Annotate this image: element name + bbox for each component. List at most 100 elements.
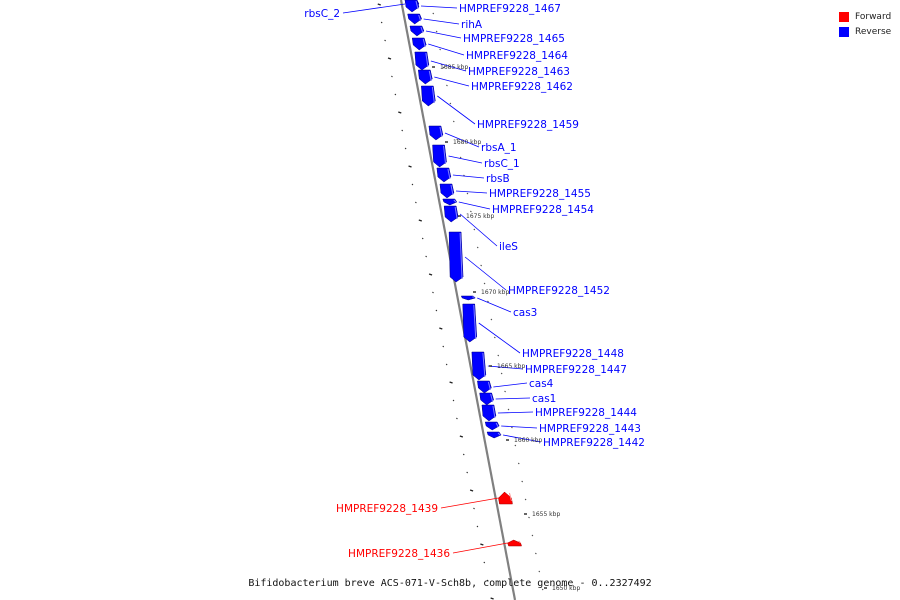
gene-label-hmpref9228-1443[interactable]: HMPREF9228_1443 xyxy=(539,423,641,435)
gene-arrow-cas1[interactable] xyxy=(479,392,494,406)
gene-label-hmpref9228-1436[interactable]: HMPREF9228_1436 xyxy=(348,548,450,560)
kbp-markers: 1685 kbp 1680 kbp 1675 kbp 1670 kbp 1665 kbp… xyxy=(432,64,580,592)
label-connector xyxy=(448,155,483,164)
label-connector xyxy=(452,542,508,554)
track-tick xyxy=(511,426,513,429)
track-tick xyxy=(466,192,469,195)
gene-arrow-riha[interactable] xyxy=(407,13,422,25)
gene-arrow-hmpref9228-1444[interactable] xyxy=(481,404,497,422)
track-tick xyxy=(432,12,435,15)
label-connector xyxy=(452,174,485,179)
gene-arrow-hmpref9228-1463[interactable] xyxy=(414,51,430,71)
backbone-ticks xyxy=(377,3,544,600)
track-tick xyxy=(439,327,443,330)
gene-label-hmpref9228-1442[interactable]: HMPREF9228_1442 xyxy=(543,437,645,449)
gene-arrow-hmpref9228-1448[interactable] xyxy=(462,303,478,343)
strand-legend: Forward Reverse xyxy=(839,9,891,39)
gene-shade xyxy=(492,405,496,419)
gene-arrow-hmpref9228-1443[interactable] xyxy=(484,421,500,431)
label-connector xyxy=(459,213,498,247)
label-connector xyxy=(503,434,542,443)
gene-label-hmpref9228-1448[interactable]: HMPREF9228_1448 xyxy=(522,348,624,360)
gene-arrow-hmpref9228-1455[interactable] xyxy=(439,183,455,199)
label-connector xyxy=(420,5,458,9)
gene-arrow-rbsa-1[interactable] xyxy=(428,125,444,141)
label-connector xyxy=(430,60,467,72)
gene-arrow-hmpref9228-1447[interactable] xyxy=(471,351,487,381)
gene-label-hmpref9228-1463[interactable]: HMPREF9228_1463 xyxy=(468,66,570,78)
track-tick xyxy=(415,201,417,204)
gene-arrow-rbsc-1[interactable] xyxy=(432,144,447,168)
label-connector xyxy=(487,365,524,370)
track-tick xyxy=(456,138,459,141)
gene-label-rbsb[interactable]: rbsB xyxy=(486,173,510,185)
gene-label-rbsc-1[interactable]: rbsC_1 xyxy=(484,158,520,170)
gene-arrow-iles[interactable] xyxy=(443,205,459,223)
track-tick xyxy=(541,588,544,591)
gene-label-hmpref9228-1462[interactable]: HMPREF9228_1462 xyxy=(471,81,573,93)
track-tick xyxy=(493,336,496,339)
track-tick xyxy=(387,57,392,60)
gene-shade xyxy=(447,168,451,180)
gene-arrow-hmpref9228-1464[interactable] xyxy=(411,37,427,51)
gene-shade xyxy=(453,199,457,203)
gene-label-hmpref9228-1439[interactable]: HMPREF9228_1439 xyxy=(336,503,438,515)
gene-arrow-cas3[interactable] xyxy=(460,295,476,301)
gene-label-hmpref9228-1464[interactable]: HMPREF9228_1464 xyxy=(466,50,568,62)
gene-arrow-hmpref9228-1436[interactable] xyxy=(507,539,522,547)
track-tick xyxy=(449,102,452,105)
track-tick xyxy=(462,453,465,456)
track-tick xyxy=(497,354,500,357)
gene-shade xyxy=(439,126,443,138)
gene-shade xyxy=(415,0,419,10)
track-tick xyxy=(490,597,494,600)
gene-label-rbsc-2[interactable]: rbsC_2 xyxy=(304,8,340,20)
gene-label-cas1[interactable]: cas1 xyxy=(532,393,556,405)
track-tick xyxy=(473,507,475,510)
gene-label-hmpref9228-1465[interactable]: HMPREF9228_1465 xyxy=(463,33,565,45)
gene-label-hmpref9228-1452[interactable]: HMPREF9228_1452 xyxy=(508,285,610,297)
track-tick xyxy=(445,363,448,366)
gene-arrow-cas4[interactable] xyxy=(477,380,492,394)
track-tick xyxy=(435,30,438,33)
kbp-label: 1680 kbp xyxy=(453,139,481,146)
gene-arrow-rbsb[interactable] xyxy=(436,167,452,183)
label-connector xyxy=(478,322,521,354)
label-connector xyxy=(477,297,512,313)
label-connector xyxy=(428,43,465,56)
label-connector xyxy=(501,425,538,429)
track-tick xyxy=(398,111,402,114)
gene-arrow-hmpref9228-1459[interactable] xyxy=(421,85,436,107)
gene-label-riha[interactable]: rihA xyxy=(461,19,483,31)
gene-label-hmpref9228-1444[interactable]: HMPREF9228_1444 xyxy=(535,407,637,419)
gene-label-hmpref9228-1455[interactable]: HMPREF9228_1455 xyxy=(489,188,591,200)
gene-label-hmpref9228-1447[interactable]: HMPREF9228_1447 xyxy=(525,364,627,376)
gene-label-hmpref9228-1459[interactable]: HMPREF9228_1459 xyxy=(477,119,579,131)
gene-features xyxy=(404,0,522,547)
gene-label-hmpref9228-1467[interactable]: HMPREF9228_1467 xyxy=(459,3,561,15)
gene-arrow-hmpref9228-1442[interactable] xyxy=(486,431,502,439)
gene-arrow-hmpref9228-1454[interactable] xyxy=(442,198,458,206)
track-tick xyxy=(452,120,455,123)
gene-arrow-hmpref9228-1467[interactable] xyxy=(404,0,420,13)
gene-shade xyxy=(482,352,486,378)
gene-arrow-hmpref9228-1452[interactable] xyxy=(448,231,464,283)
track-tick xyxy=(401,129,404,132)
gene-shade xyxy=(508,492,512,502)
track-tick xyxy=(476,525,479,528)
gene-label-hmpref9228-1454[interactable]: HMPREF9228_1454 xyxy=(492,204,594,216)
gene-arrow-hmpref9228-1462[interactable] xyxy=(418,69,433,85)
gene-label-rbsa-1[interactable]: rbsA_1 xyxy=(481,142,517,154)
gene-arrow-hmpref9228-1465[interactable] xyxy=(409,25,425,37)
gene-shade xyxy=(443,145,447,165)
track-tick xyxy=(538,570,541,573)
gene-shade xyxy=(454,206,458,220)
gene-shade xyxy=(518,540,521,544)
track-tick xyxy=(490,318,493,321)
gene-label-cas4[interactable]: cas4 xyxy=(529,378,554,390)
track-tick xyxy=(517,462,520,465)
gene-label-iles[interactable]: ileS xyxy=(499,241,518,253)
track-tick xyxy=(466,471,469,474)
gene-label-cas3[interactable]: cas3 xyxy=(513,307,537,319)
